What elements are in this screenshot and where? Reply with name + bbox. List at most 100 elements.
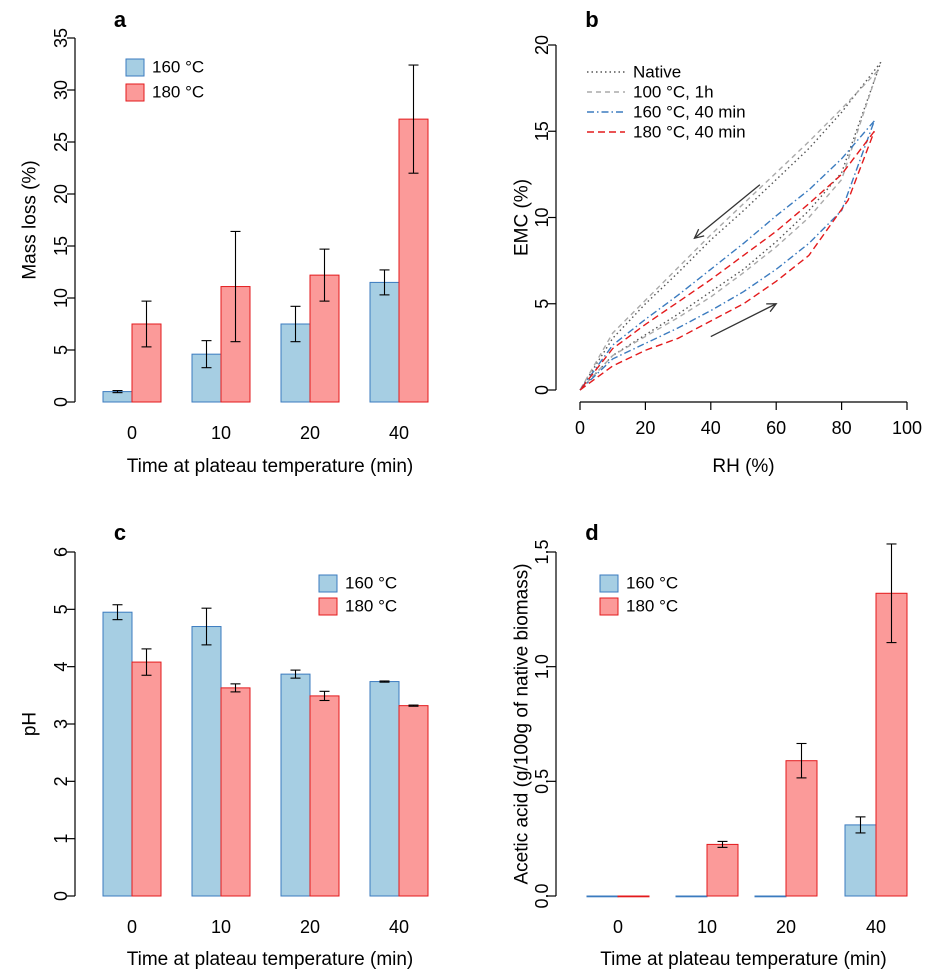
x-tick-label: 40 [389, 423, 409, 443]
y-axis-title: Acetic acid (g/100g of native biomass) [512, 563, 533, 884]
series-line-desorption [579, 120, 875, 391]
panel-label: c [114, 520, 126, 545]
x-tick-label: 20 [300, 423, 320, 443]
legend-label: 160 °C [626, 574, 678, 593]
legend-label: Native [633, 63, 681, 82]
x-tick-label: 80 [832, 418, 852, 438]
y-tick-label: 5 [51, 604, 71, 614]
legend-label: 180 °C [152, 83, 204, 102]
bar [280, 673, 311, 897]
y-tick-label: 1.5 [532, 539, 552, 564]
y-tick-label: 10 [532, 207, 552, 227]
y-tick-label: 5 [532, 299, 552, 309]
bar [706, 843, 739, 897]
adsorption-arrow [710, 303, 777, 338]
bar [102, 611, 133, 897]
x-tick-label: 0 [613, 917, 623, 937]
y-tick-label: 0.5 [532, 769, 552, 794]
bar [369, 681, 400, 897]
panel-b: b 0 5 10 15 20 EMC (%) RH (%) 0 20 40 60 80 100 Native… [512, 7, 923, 477]
y-axis-title: Mass loss (%) [20, 160, 41, 279]
y-tick-label: 1.0 [532, 654, 552, 679]
desorption-arrow-head [693, 228, 705, 240]
x-axis-title: Time at plateau temperature (min) [127, 949, 414, 970]
x-tick-label: 20 [776, 917, 796, 937]
legend-label: 100 °C, 1h [633, 83, 714, 102]
panel-label: b [585, 7, 598, 32]
legend-swatch [599, 574, 619, 593]
x-tick-label: 0 [575, 418, 585, 438]
x-tick-label: 10 [211, 917, 231, 937]
y-tick-label: 30 [51, 80, 71, 100]
y-tick-label: 0 [51, 397, 71, 407]
x-tick-label: 10 [697, 917, 717, 937]
x-tick-label: 0 [127, 423, 137, 443]
bar [754, 895, 787, 898]
y-tick-label: 4 [51, 662, 71, 672]
x-tick-label: 10 [211, 423, 231, 443]
series-line-adsorption [579, 131, 875, 391]
legend-label: 180 °C [626, 597, 678, 616]
legend-label: 160 °C [152, 58, 204, 77]
panel-label: d [585, 520, 598, 545]
bar [131, 661, 162, 897]
bar [675, 895, 708, 898]
y-tick-label: 10 [51, 288, 71, 308]
legend-label: 160 °C, 40 min [633, 103, 746, 122]
bar [617, 895, 650, 898]
bar [586, 895, 619, 898]
panel-label: a [114, 7, 127, 32]
desorption-arrow [694, 184, 761, 239]
legend-swatch [125, 58, 145, 77]
y-tick-label: 0.0 [532, 883, 552, 908]
series-line-desorption [579, 70, 879, 391]
panel-a: a 0 5 10 15 20 25 30 35 Mass loss (%) Time at plat… [20, 7, 429, 477]
y-tick-label: 3 [51, 719, 71, 729]
y-tick-label: 2 [51, 776, 71, 786]
bar [875, 592, 908, 897]
y-tick-label: 15 [532, 121, 552, 141]
adsorption-arrow-head [766, 303, 778, 313]
series-line-adsorption [579, 70, 879, 391]
legend-swatch [318, 574, 338, 593]
y-axis-title: EMC (%) [512, 179, 533, 256]
y-tick-label: 20 [532, 35, 552, 55]
legend-label: 180 °C, 40 min [633, 123, 746, 142]
x-axis-title: Time at plateau temperature (min) [600, 949, 887, 970]
x-tick-label: 20 [300, 917, 320, 937]
bar [191, 626, 222, 897]
legend-swatch [599, 597, 619, 616]
legend-label: 180 °C [345, 597, 397, 616]
x-tick-label: 20 [635, 418, 655, 438]
bar [398, 705, 429, 897]
y-tick-label: 20 [51, 184, 71, 204]
y-tick-label: 35 [51, 28, 71, 48]
x-tick-label: 60 [766, 418, 786, 438]
y-tick-label: 0 [51, 891, 71, 901]
legend-label: 160 °C [345, 574, 397, 593]
legend-swatch [125, 83, 145, 102]
y-tick-label: 5 [51, 345, 71, 355]
x-axis-title: Time at plateau temperature (min) [127, 456, 414, 477]
x-axis-title: RH (%) [712, 456, 774, 477]
x-tick-label: 40 [701, 418, 721, 438]
y-tick-label: 1 [51, 834, 71, 844]
y-tick-label: 6 [51, 547, 71, 557]
y-axis-title: pH [20, 712, 41, 736]
bar [369, 281, 400, 403]
series-line-adsorption [579, 120, 875, 391]
bar [844, 824, 877, 897]
bar [309, 695, 340, 897]
series-line-desorption [579, 130, 875, 391]
x-tick-label: 40 [866, 917, 886, 937]
x-tick-label: 40 [389, 917, 409, 937]
bar [785, 760, 818, 897]
x-tick-label: 100 [892, 418, 922, 438]
y-tick-label: 15 [51, 236, 71, 256]
panel-c: c 0 1 2 3 4 5 6 pH Time at plateau temperature (m… [20, 520, 429, 970]
y-tick-label: 0 [532, 385, 552, 395]
y-tick-label: 25 [51, 132, 71, 152]
x-tick-label: 0 [127, 917, 137, 937]
